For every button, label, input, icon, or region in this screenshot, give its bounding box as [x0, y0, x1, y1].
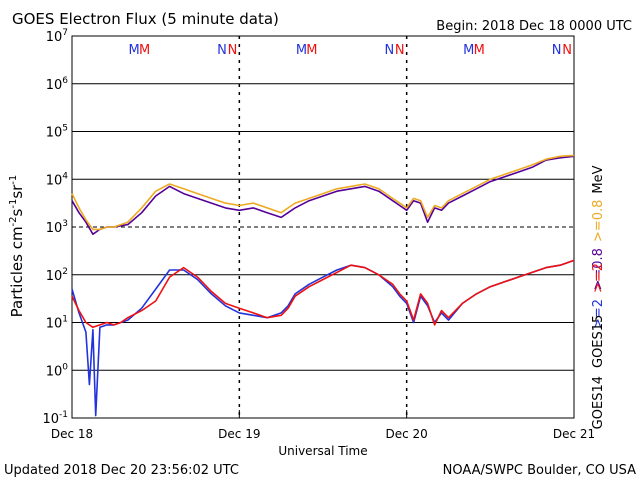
x-axis-label: Universal Time	[278, 444, 367, 458]
x-tick-labels: Dec 18 Dec 19 Dec 20 Dec 21	[51, 410, 595, 441]
legend-goes15-high: >=0.8	[591, 200, 606, 242]
series-line-0	[71, 155, 575, 235]
legend-goes15-low: >=2	[591, 263, 606, 293]
y-tick-label: 102	[46, 267, 68, 284]
legend-goes14-low: >=2	[591, 299, 606, 329]
series-line-3	[71, 259, 575, 329]
marker-n: N	[562, 43, 572, 58]
marker-m: M	[306, 43, 317, 58]
begin-time: Begin: 2018 Dec 18 0000 UTC	[436, 19, 632, 34]
legend-low-energy: >=2>=2	[591, 263, 606, 329]
y-tick-label: 101	[46, 315, 68, 332]
marker-m: M	[139, 43, 150, 58]
y-tick-label: 100	[46, 362, 69, 379]
marker-n: N	[395, 43, 405, 58]
credit-line: NOAA/SWPC Boulder, CO USA	[443, 463, 636, 478]
y-tick-label: 104	[46, 171, 69, 188]
y-tick-labels: 10-1 100 101 102 103 104 105 106 107	[42, 28, 68, 427]
y-tick-label: 103	[46, 219, 68, 236]
plot-frame	[71, 35, 575, 419]
x-tick-label: Dec 20	[386, 427, 428, 441]
legend-goes14-high: >=0.8	[591, 248, 606, 290]
legend-high-unit: MeV	[591, 165, 606, 193]
marker-n: N	[228, 43, 238, 58]
updated-timestamp: Updated 2018 Dec 20 23:56:02 UTC	[4, 463, 239, 478]
marker-n: N	[384, 43, 394, 58]
marker-m: M	[129, 43, 140, 58]
chart-title: GOES Electron Flux (5 minute data)	[12, 10, 279, 28]
series-layer	[71, 154, 575, 417]
grid-lines	[72, 83, 574, 371]
marker-m: M	[474, 43, 485, 58]
legend-high-energy: >=0.8 >=0.8 MeV	[591, 165, 606, 290]
y-tick-label: 106	[46, 76, 69, 93]
y-tick-label: 10-1	[42, 410, 68, 427]
x-tick-label: Dec 21	[553, 427, 595, 441]
marker-n: N	[217, 43, 227, 58]
y-tick-label: 107	[46, 28, 68, 45]
legend-goes14: GOES14	[591, 376, 606, 429]
marker-n: N	[552, 43, 562, 58]
x-tick-label: Dec 18	[51, 427, 93, 441]
y-tick-label: 105	[46, 124, 68, 141]
marker-m: M	[296, 43, 307, 58]
y-axis-label: Particles cm-2s-1sr-1	[8, 175, 26, 318]
marker-m: M	[463, 43, 474, 58]
series-line-1	[71, 154, 575, 231]
x-tick-label: Dec 19	[218, 427, 260, 441]
legend-satellites: GOES14 GOES15	[591, 315, 606, 430]
legend-goes15: GOES15	[591, 315, 606, 368]
